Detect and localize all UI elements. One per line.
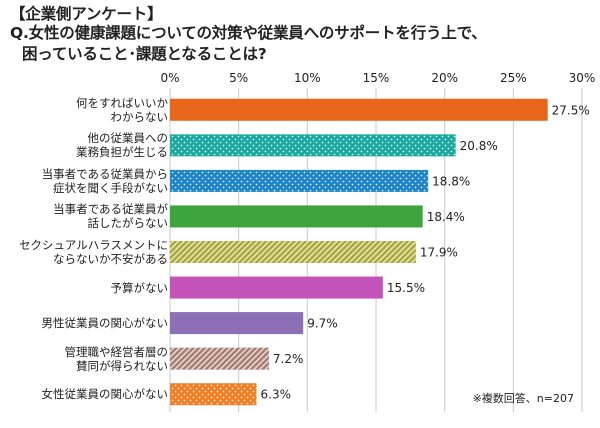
x-tick-label: 15% <box>363 71 390 85</box>
bar <box>170 98 548 121</box>
bar <box>170 312 304 335</box>
category-label-line: 何をすればいいか <box>76 95 168 110</box>
category-label-line: 他の従業員への <box>87 131 169 146</box>
bar-texture <box>170 383 257 406</box>
question-title-line1: Q.女性の健康課題についての対策や従業員へのサポートを行う上で、 <box>10 24 487 42</box>
category-label-line: 症状を聞く手段がない <box>53 180 168 195</box>
bar-texture <box>170 347 269 370</box>
bar <box>170 276 383 299</box>
category-label: 管理職や経営者層の 賛同が得られない <box>0 344 169 373</box>
question-title-line2: 困っていること･課題となることは? <box>22 45 267 63</box>
value-label: 7.2% <box>273 352 304 366</box>
category-label: 他の従業員への 業務負担が生じる <box>0 131 168 159</box>
category-label-line: セクシュアルハラスメントに <box>19 238 168 252</box>
category-label: 予算がない <box>0 280 169 295</box>
value-label: 9.7% <box>307 317 338 331</box>
category-label-line: 話したがらない <box>87 216 169 231</box>
value-label: 6.3% <box>261 388 292 402</box>
category-label: 何をすればいいか わからない <box>0 96 168 124</box>
category-label-line: 当事者である従業員が <box>53 202 168 217</box>
bar-texture <box>170 169 429 192</box>
value-label: 27.5% <box>552 103 590 117</box>
category-label: 当事者である従業員が 話したがらない <box>0 202 168 230</box>
category-label-line: 女性従業員の関心がない <box>41 387 169 402</box>
bar-texture <box>170 134 456 157</box>
value-label: 20.8% <box>460 139 498 153</box>
category-label-line: 当事者である従業員から <box>41 166 168 181</box>
x-tick-label: 10% <box>294 71 321 85</box>
value-label: 18.4% <box>427 210 465 224</box>
x-tick-label: 0% <box>160 71 179 85</box>
category-label: 女性従業員の関心がない <box>0 387 169 402</box>
footnote: ※複数回答、n=207 <box>472 392 574 405</box>
x-tick-label: 20% <box>431 71 458 85</box>
category-label-line: ならないか不安がある <box>53 252 168 266</box>
category-label-line: 賛同が得られない <box>76 358 168 373</box>
bar <box>170 205 423 228</box>
value-label: 17.9% <box>420 246 458 260</box>
category-label: 当事者である従業員から 症状を聞く手段がない <box>0 167 168 195</box>
x-tick-label: 30% <box>569 71 596 85</box>
category-label-line: 管理職や経営者層の <box>64 344 169 359</box>
category-label-line: わからない <box>110 109 169 124</box>
bar-texture <box>170 241 416 263</box>
x-tick-label: 5% <box>229 71 248 85</box>
value-label: 15.5% <box>387 281 425 295</box>
category-label-line: 予算がない <box>110 280 169 295</box>
category-label-line: 男性従業員の関心がない <box>41 316 169 331</box>
survey-tag: 【企業側アンケート】 <box>10 5 163 23</box>
x-tick-label: 25% <box>500 71 527 85</box>
category-label: セクシュアルハラスメントに ならないか不安がある <box>0 238 168 266</box>
value-label: 18.8% <box>432 174 470 188</box>
category-label: 男性従業員の関心がない <box>0 316 169 331</box>
category-label-line: 業務負担が生じる <box>76 145 168 160</box>
